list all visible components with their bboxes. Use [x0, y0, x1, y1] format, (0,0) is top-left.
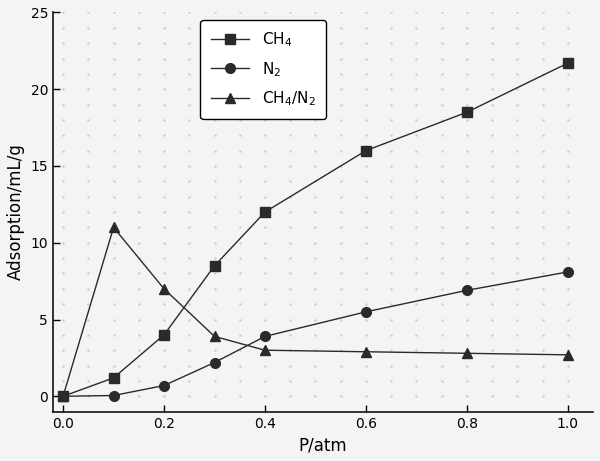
- N$_2$: [262, 334, 269, 339]
- N$_2$: [59, 394, 67, 399]
- N$_2$: [463, 288, 470, 293]
- N$_2$: [160, 383, 167, 388]
- N$_2$: [110, 393, 117, 398]
- Line: CH$_4$: CH$_4$: [58, 58, 572, 401]
- CH$_4$: [463, 109, 470, 115]
- CH$_4$/N$_2$: [59, 394, 67, 399]
- Legend: CH$_4$, N$_2$, CH$_4$/N$_2$: CH$_4$, N$_2$, CH$_4$/N$_2$: [200, 20, 326, 119]
- Y-axis label: Adsorption/mL/g: Adsorption/mL/g: [7, 144, 25, 280]
- CH$_4$: [211, 263, 218, 269]
- CH$_4$/N$_2$: [564, 352, 571, 358]
- N$_2$: [211, 360, 218, 365]
- CH$_4$/N$_2$: [262, 348, 269, 353]
- CH$_4$: [160, 332, 167, 337]
- Line: CH$_4$/N$_2$: CH$_4$/N$_2$: [58, 223, 572, 401]
- CH$_4$: [110, 375, 117, 381]
- CH$_4$: [362, 148, 370, 154]
- CH$_4$: [59, 394, 67, 399]
- Line: N$_2$: N$_2$: [58, 267, 572, 401]
- CH$_4$: [564, 60, 571, 66]
- N$_2$: [564, 269, 571, 275]
- CH$_4$/N$_2$: [211, 334, 218, 339]
- X-axis label: P/atm: P/atm: [299, 436, 347, 454]
- CH$_4$/N$_2$: [110, 225, 117, 230]
- CH$_4$/N$_2$: [160, 286, 167, 291]
- N$_2$: [362, 309, 370, 314]
- CH$_4$/N$_2$: [362, 349, 370, 355]
- CH$_4$/N$_2$: [463, 350, 470, 356]
- CH$_4$: [262, 209, 269, 215]
